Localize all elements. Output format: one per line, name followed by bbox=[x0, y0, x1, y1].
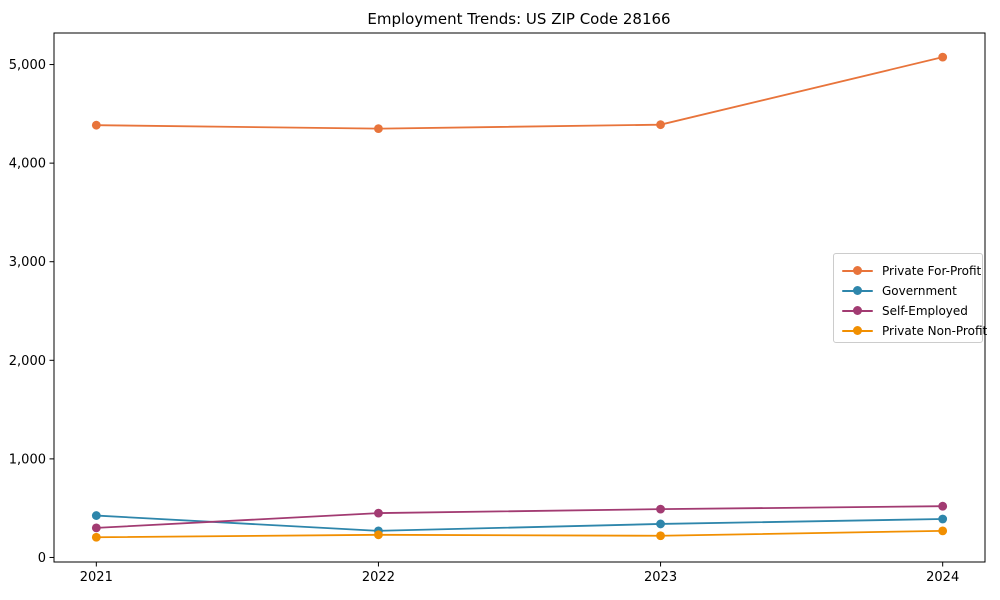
legend-item-self-employed: Self-Employed bbox=[842, 301, 974, 321]
legend-line-marker-icon bbox=[842, 266, 873, 276]
data-point-government-2024 bbox=[938, 514, 948, 524]
data-point-private-for-profit-2022 bbox=[374, 124, 383, 134]
x-tick-label: 2021 bbox=[80, 570, 113, 585]
x-tick-label: 2024 bbox=[926, 570, 959, 585]
legend: Private For-Profit Government Self-Employe… bbox=[833, 253, 987, 343]
data-point-private-non-profit-2024 bbox=[938, 526, 948, 536]
data-point-government-2021 bbox=[91, 511, 101, 520]
x-tick-label: 2023 bbox=[644, 570, 677, 585]
legend-line-marker-icon bbox=[842, 326, 873, 336]
data-point-self-employed-2024 bbox=[938, 501, 948, 511]
data-point-self-employed-2022 bbox=[374, 508, 383, 518]
y-tick-label: 5,000 bbox=[9, 58, 46, 73]
legend-line-marker-icon bbox=[842, 286, 873, 296]
data-point-private-for-profit-2021 bbox=[91, 120, 101, 130]
data-point-private-non-profit-2021 bbox=[91, 532, 101, 542]
plot-area: 0 1,000 2,000 3,000 4,000 5,000 2021 2022 2023 20… bbox=[9, 32, 986, 585]
legend-label: Government bbox=[882, 284, 957, 298]
legend-item-private-non-profit: Private Non-Profit bbox=[842, 321, 987, 341]
series-line-self-employed bbox=[95, 505, 944, 529]
data-point-private-non-profit-2023 bbox=[656, 531, 665, 541]
series-line-government bbox=[95, 514, 944, 532]
legend-label: Private For-Profit bbox=[882, 264, 982, 278]
data-point-government-2023 bbox=[656, 519, 665, 529]
y-tick-label: 2,000 bbox=[9, 354, 46, 369]
axes-spines bbox=[53, 32, 986, 563]
data-point-private-for-profit-2024 bbox=[938, 52, 948, 62]
data-point-self-employed-2023 bbox=[656, 504, 665, 514]
y-tick-label: 0 bbox=[38, 551, 46, 566]
x-tick-label: 2022 bbox=[362, 570, 395, 585]
series-line-private-for-profit bbox=[95, 56, 944, 130]
y-tick-label: 4,000 bbox=[9, 157, 46, 172]
data-point-private-for-profit-2023 bbox=[656, 120, 665, 130]
legend-item-private-for-profit: Private For-Profit bbox=[842, 261, 981, 281]
y-tick-label: 1,000 bbox=[9, 452, 46, 467]
legend-label: Private Non-Profit bbox=[882, 324, 988, 338]
legend-item-government: Government bbox=[842, 281, 974, 301]
series-line-private-non-profit bbox=[95, 529, 944, 539]
y-tick-label: 3,000 bbox=[9, 255, 46, 270]
legend-label: Self-Employed bbox=[882, 304, 968, 318]
data-point-private-non-profit-2022 bbox=[374, 530, 383, 540]
data-point-self-employed-2021 bbox=[91, 523, 101, 533]
chart-title: Employment Trends: US ZIP Code 28166 bbox=[367, 10, 670, 28]
legend-line-marker-icon bbox=[842, 306, 873, 316]
